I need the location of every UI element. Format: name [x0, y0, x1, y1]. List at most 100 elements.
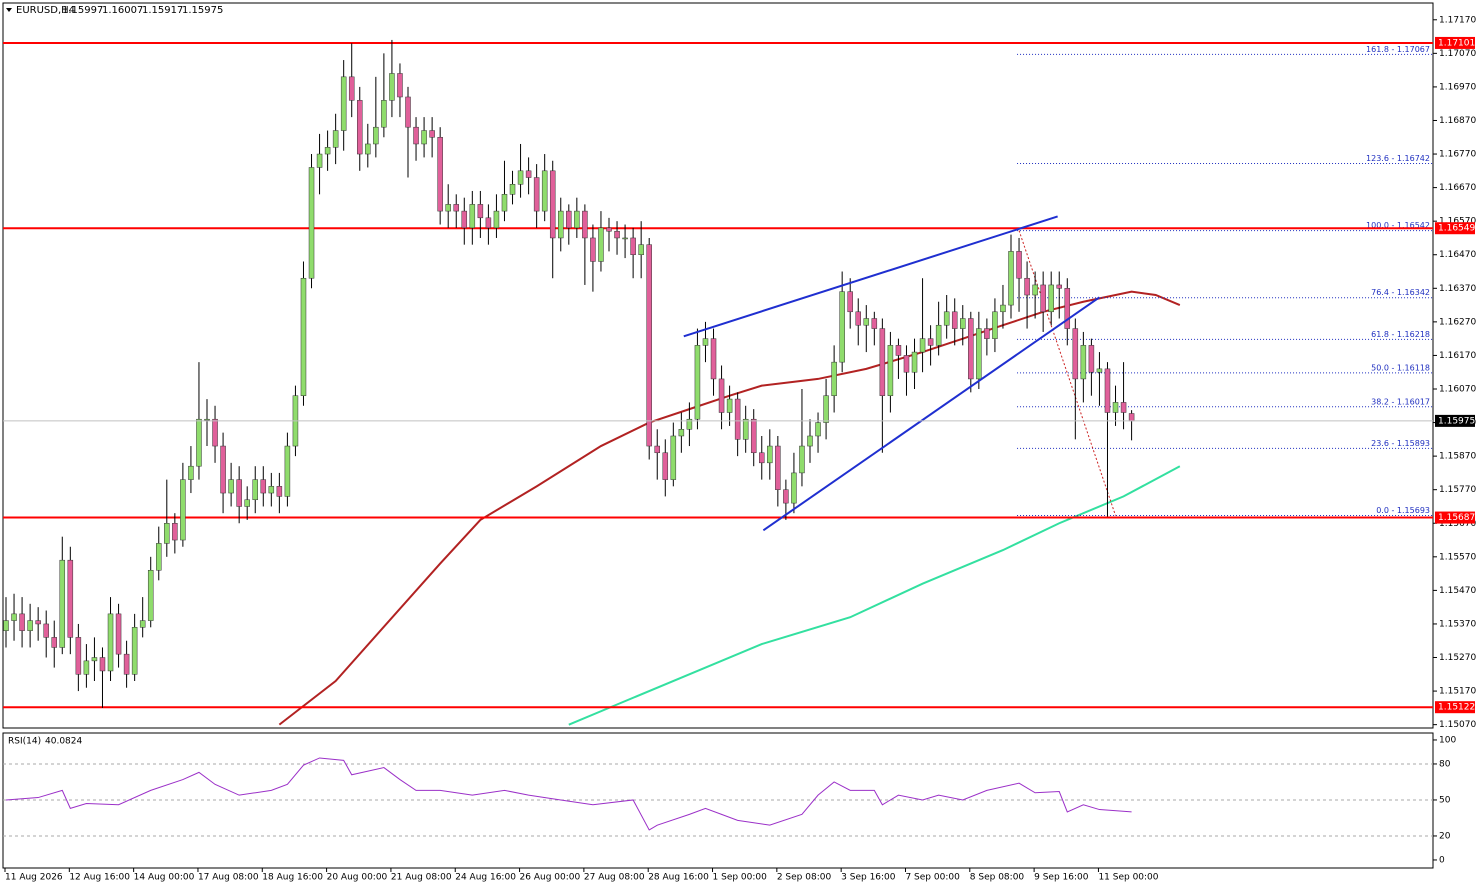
level-label: 1.17101 — [1438, 38, 1475, 48]
candle-body — [1032, 284, 1038, 296]
candle-body — [381, 100, 387, 128]
candle-body — [252, 479, 258, 501]
candle-body — [670, 435, 677, 480]
candle-body — [1016, 251, 1022, 279]
candle-body — [807, 435, 813, 447]
candle-body — [43, 623, 49, 638]
y-tick-label: 1.15170 — [1439, 687, 1476, 697]
candle-body — [1056, 284, 1062, 289]
candle-body — [694, 345, 701, 420]
y-tick-label: 1.17070 — [1439, 49, 1476, 59]
candle-body — [260, 479, 267, 494]
menu-triangle[interactable] — [6, 8, 12, 12]
rsi-tick-label: 100 — [1439, 735, 1456, 745]
candle-body — [517, 170, 524, 185]
current-price-label: 1.15975 — [1438, 416, 1475, 426]
candle-body — [919, 338, 926, 353]
candle-body — [622, 237, 628, 240]
candle-body — [236, 479, 242, 507]
trendline — [762, 296, 1101, 532]
candle-body — [501, 194, 508, 212]
candle-body — [638, 244, 644, 255]
x-tick-label: 28 Aug 16:00 — [648, 873, 709, 883]
candle-body — [871, 318, 878, 329]
candle-body — [348, 76, 355, 101]
candle-body — [558, 210, 564, 239]
candle-body — [212, 418, 218, 447]
candle-body — [887, 345, 894, 396]
candle-body — [27, 620, 33, 631]
level-label-box — [1435, 222, 1475, 235]
candle-body — [759, 452, 765, 464]
candle-body — [783, 489, 789, 504]
candle-body — [1104, 368, 1111, 413]
candle-body — [196, 418, 202, 467]
candle-body — [606, 227, 612, 232]
candle-body — [742, 418, 749, 440]
candle-body — [19, 613, 25, 631]
rsi-tick-label: 20 — [1439, 831, 1451, 841]
current-price-box — [1435, 414, 1475, 427]
candle-body — [630, 237, 636, 255]
candle-body — [734, 398, 741, 440]
candle-body — [244, 499, 250, 507]
candle-body — [284, 445, 291, 497]
candle-body — [549, 170, 556, 239]
candle-body — [911, 351, 918, 373]
candle-body — [984, 328, 990, 339]
candle-body — [1088, 345, 1095, 373]
x-tick-label: 18 Aug 16:00 — [262, 873, 323, 883]
candle-body — [1064, 288, 1071, 329]
x-tick-label: 2 Sep 08:00 — [777, 873, 832, 883]
moving-average — [278, 290, 1181, 726]
rsi-tick-label: 80 — [1439, 759, 1451, 769]
candle-body — [582, 210, 588, 239]
candle-body — [799, 445, 805, 474]
candle-body — [11, 613, 17, 621]
candle-body — [702, 338, 709, 346]
x-tick-label: 11 Sep 00:00 — [1098, 873, 1158, 883]
candle-body — [147, 569, 154, 621]
candle-body — [662, 452, 669, 480]
candle-body — [855, 311, 861, 326]
close-value: 1.15975 — [182, 5, 223, 16]
candle-body — [847, 291, 853, 313]
candle-body — [951, 311, 958, 329]
y-tick-label: 1.15570 — [1439, 552, 1476, 562]
y-tick-label: 1.15470 — [1439, 586, 1476, 596]
candle-body — [1024, 277, 1030, 296]
candle-body — [123, 653, 130, 675]
level-label-box — [1435, 36, 1475, 49]
x-tick-label: 3 Sep 16:00 — [841, 873, 896, 883]
y-tick-label: 1.16270 — [1439, 317, 1476, 327]
candle-body — [1080, 345, 1087, 380]
candle-body — [485, 217, 492, 229]
x-tick-label: 21 Aug 08:00 — [391, 873, 452, 883]
fib-label: 0.0 - 1.15693 — [1376, 506, 1430, 515]
candle-body — [525, 170, 532, 178]
candle-body — [477, 204, 484, 219]
candle-body — [91, 657, 98, 662]
high-value: 1.16007 — [102, 5, 143, 16]
candle-body — [373, 126, 379, 145]
candle-body — [131, 627, 138, 675]
candle-body — [332, 130, 339, 148]
candle-body — [976, 328, 982, 380]
candle-body — [590, 237, 596, 262]
candle-body — [59, 559, 66, 648]
candle-body — [413, 126, 419, 145]
candle-body — [324, 147, 331, 155]
candle-body — [1128, 413, 1135, 422]
candle-body — [815, 422, 821, 437]
candle-body — [365, 143, 371, 155]
candle-body — [35, 620, 41, 625]
candle-body — [99, 657, 106, 672]
rsi-value: 40.0824 — [45, 737, 82, 747]
fib-label: 61.8 - 1.16218 — [1371, 330, 1430, 339]
candle-body — [509, 184, 516, 195]
candle-body — [220, 445, 226, 494]
candle-body — [172, 523, 178, 541]
candle-body — [791, 472, 797, 504]
candle-body — [429, 130, 435, 138]
